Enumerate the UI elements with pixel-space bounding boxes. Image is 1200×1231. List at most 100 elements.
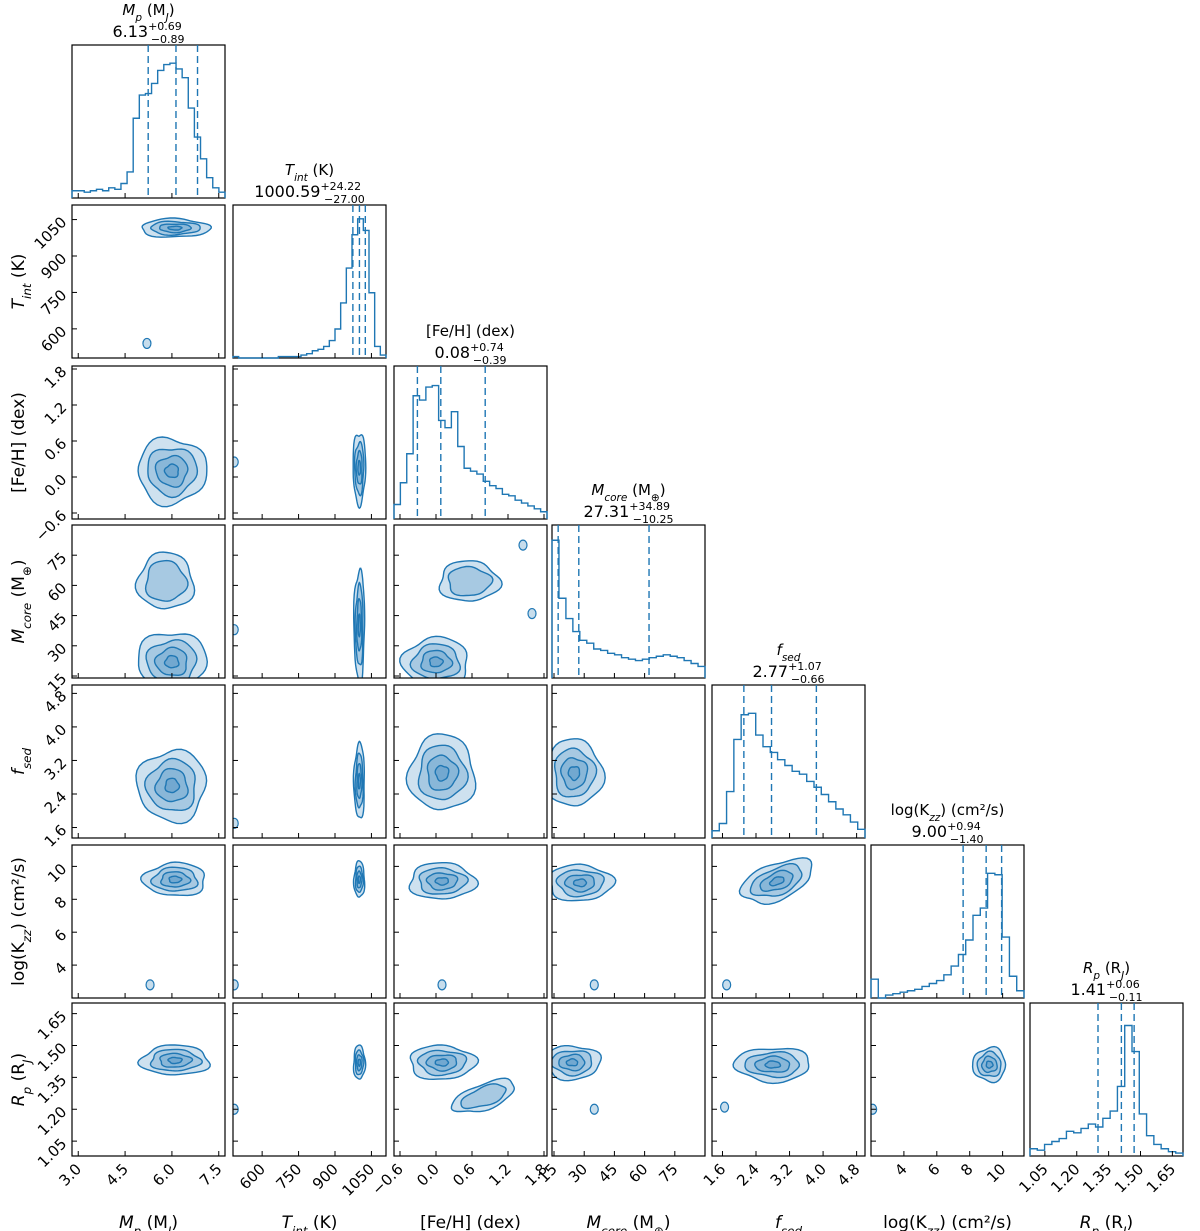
panel-frame-Mp-fsed — [71, 684, 226, 839]
y-axis-label-Rp: Rp (RJ) — [9, 1053, 34, 1106]
label-symbol: log(K — [9, 941, 29, 986]
panel-frame-fsed — [711, 684, 866, 839]
contour-level-3 — [357, 875, 362, 885]
label-subscript: sed — [782, 652, 801, 664]
x-tick-label-FeH: 1.2 — [485, 1160, 515, 1190]
histogram-Mp — [71, 62, 226, 198]
label-tail: ) — [1124, 959, 1130, 977]
contour-group-FeH-logKzz — [408, 862, 480, 991]
panel-title-fsed: fsed — [777, 641, 801, 664]
x-tick-label-Rp: 1.20 — [1047, 1160, 1083, 1196]
y-tick-label-fsed: 3.2 — [41, 754, 71, 784]
upper-error: +1.07 — [788, 660, 822, 673]
x-tick-label-fsed: 2.4 — [733, 1160, 763, 1190]
upper-error: +0.69 — [148, 20, 182, 33]
x-tick-label-fsed: 4.0 — [800, 1160, 830, 1190]
panel-title-Mcore: Mcore (M⊕) — [591, 481, 665, 504]
panel-frame-Rp — [1029, 1002, 1184, 1157]
x-tick-label-Mcore: 30 — [565, 1160, 591, 1186]
label-subscript: zz — [20, 929, 34, 943]
upper-error: +34.89 — [629, 500, 670, 513]
contour-level-2 — [355, 597, 363, 652]
y-tick-label-Rp: 1.65 — [34, 1007, 70, 1043]
label-symbol: M — [119, 1213, 134, 1231]
label-unit: ) (cm²/s) — [939, 1213, 1012, 1231]
contour-level-3 — [163, 654, 180, 669]
panel-frame-Mp-FeH — [71, 365, 226, 520]
label-tail: ) — [169, 1, 175, 19]
label-unit-subscript: ⊕ — [20, 566, 34, 576]
y-tick-label-Mcore: 30 — [44, 639, 70, 665]
contour-group-Tint-Rp — [233, 1044, 367, 1115]
panel-title-FeH: [Fe/H] (dex) — [426, 322, 515, 340]
contour-group-Tint-Mcore — [233, 567, 366, 678]
label-unit: ) (cm²/s) — [940, 801, 1004, 819]
contour-group-Mp-Rp — [137, 1044, 211, 1076]
panel-frame-FeH-logKzz — [393, 844, 548, 999]
label-subscript: p — [20, 1087, 34, 1096]
contour-group-Tint-fsed — [233, 740, 366, 829]
label-tail: ) — [9, 559, 29, 566]
label-symbol: f — [9, 766, 29, 775]
lower-error: −1.40 — [950, 833, 984, 846]
contour-level-2 — [154, 767, 189, 803]
y-tick-label-fsed: 4.8 — [41, 687, 71, 717]
y-tick-label-FeH: 1.8 — [41, 363, 71, 393]
contour-level-2 — [355, 1054, 363, 1072]
label-unit-subscript: J — [20, 1059, 34, 1065]
panel-title-Tint: Tint (K) — [285, 161, 334, 184]
panel-value-logKzz: 9.00+0.94 −1.40 — [911, 820, 983, 846]
contour-level-2 — [426, 754, 460, 791]
contour-level-1 — [144, 757, 196, 812]
contour-level-2 — [558, 1053, 586, 1072]
median-value: 1.41 — [1070, 980, 1106, 999]
panel-frame-Tint-Rp — [232, 1002, 387, 1157]
x-axis-label-Mp: Mp (MJ) — [119, 1213, 178, 1231]
contour-level-3 — [764, 1060, 782, 1069]
label-unit: (R — [1100, 959, 1121, 977]
contour-level-2 — [980, 1055, 998, 1074]
panel-value-Tint: 1000.59+24.22 −27.00 — [254, 180, 364, 206]
panel-frame-Tint-logKzz — [232, 844, 387, 999]
x-tick-label-Tint: 1050 — [339, 1160, 379, 1200]
median-value: 1000.59 — [254, 182, 320, 201]
panel-frame-Mcore — [551, 524, 706, 679]
label-symbol: log(K — [891, 801, 931, 819]
label-unit: (M — [142, 1, 166, 19]
lower-error: −10.25 — [633, 513, 674, 526]
x-tick-label-fsed: 1.6 — [700, 1160, 730, 1190]
label-subscript: p — [1091, 1224, 1100, 1231]
median-value: 9.00 — [911, 822, 947, 841]
label-symbol: T — [9, 297, 29, 309]
x-tick-label-Mcore: 60 — [625, 1160, 651, 1186]
label-subscript: core — [20, 603, 34, 629]
x-tick-label-Mp: 7.5 — [196, 1160, 226, 1190]
upper-error: +0.74 — [470, 341, 504, 354]
contour-group-Mcore-Rp — [552, 1045, 603, 1115]
label-tail: ) — [1127, 1213, 1134, 1231]
contour-level-3 — [429, 656, 445, 668]
contour-level-0 — [137, 436, 208, 508]
label-symbol: R — [1080, 1213, 1092, 1231]
contour-group-FeH-Mcore — [399, 539, 537, 678]
y-tick-label-Mcore: 60 — [44, 579, 70, 605]
contour-level-3 — [565, 1057, 579, 1067]
contour-level-1 — [460, 1083, 507, 1110]
y-tick-label-fsed: 1.6 — [41, 821, 71, 851]
panel-title-Rp: Rp (RJ) — [1083, 959, 1130, 982]
contour-group-logKzz-Rp — [871, 1045, 1007, 1115]
lower-error: −0.89 — [151, 33, 185, 46]
x-tick-label-Tint: 750 — [272, 1160, 305, 1193]
label-symbol: R — [1083, 959, 1093, 977]
contour-group-Mp-FeH — [137, 436, 208, 508]
label-unit: (R — [1099, 1213, 1123, 1231]
y-axis-label-logKzz: log(Kzz) (cm²/s) — [9, 857, 34, 986]
contour-level-3 — [163, 463, 179, 479]
label-subscript: core — [601, 1224, 627, 1231]
y-tick-label-Tint: 750 — [37, 286, 70, 319]
median-value: 0.08 — [434, 343, 470, 362]
x-tick-label-Mcore: 75 — [655, 1160, 681, 1186]
contour-group-Mp-Mcore — [134, 551, 209, 678]
label-subscript: zz — [926, 1224, 940, 1231]
contour-group-fsed-Rp — [719, 1047, 810, 1113]
